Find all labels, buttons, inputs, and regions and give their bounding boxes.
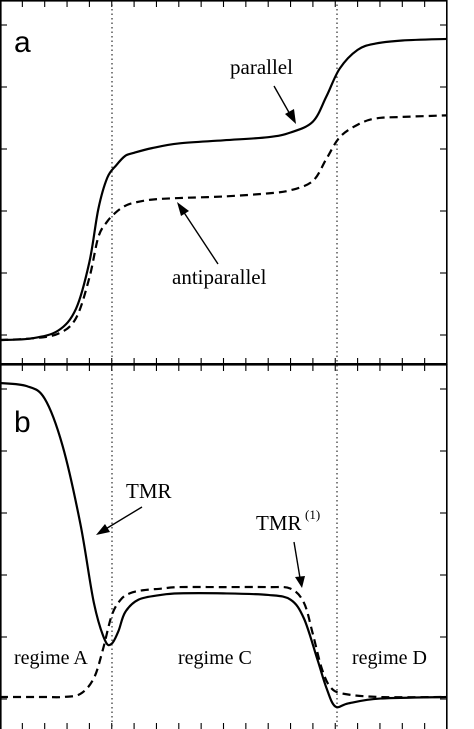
tmr1-curve — [0, 585, 448, 699]
tmr-arrowhead — [96, 524, 110, 535]
parallel-arrowhead — [285, 109, 296, 124]
parallel-curve — [0, 37, 448, 342]
panel-b-ticks — [0, 365, 447, 729]
parallel-arrow — [273, 85, 292, 117]
tmr1-superscript: (1) — [305, 507, 320, 522]
panel-a: a parallel antiparallel — [0, 0, 448, 365]
panel-a-ticks — [0, 1, 447, 364]
panel-b-frame — [0, 363, 448, 729]
panel-b: b TMR TMR (1) regime A regime C regime D — [0, 363, 448, 729]
tmr1-arrowhead — [295, 576, 305, 588]
antiparallel-arrowhead — [177, 202, 189, 216]
panel-b-letter: b — [14, 406, 31, 439]
panel-a-frame — [0, 0, 448, 365]
regime-c-label: regime C — [178, 647, 252, 669]
regime-a-label: regime A — [14, 647, 88, 669]
tmr-label: TMR — [126, 479, 172, 503]
tmr1-arrow — [293, 541, 301, 579]
tmr1-label: TMR — [256, 511, 302, 535]
regime-d-label: regime D — [352, 647, 427, 669]
tmr-arrow — [103, 506, 143, 531]
parallel-label: parallel — [230, 55, 293, 79]
panel-a-letter: a — [14, 26, 31, 59]
tmr-curve — [0, 381, 448, 709]
antiparallel-arrow — [182, 210, 219, 265]
antiparallel-label: antiparallel — [172, 265, 267, 289]
antiparallel-curve — [0, 114, 448, 342]
